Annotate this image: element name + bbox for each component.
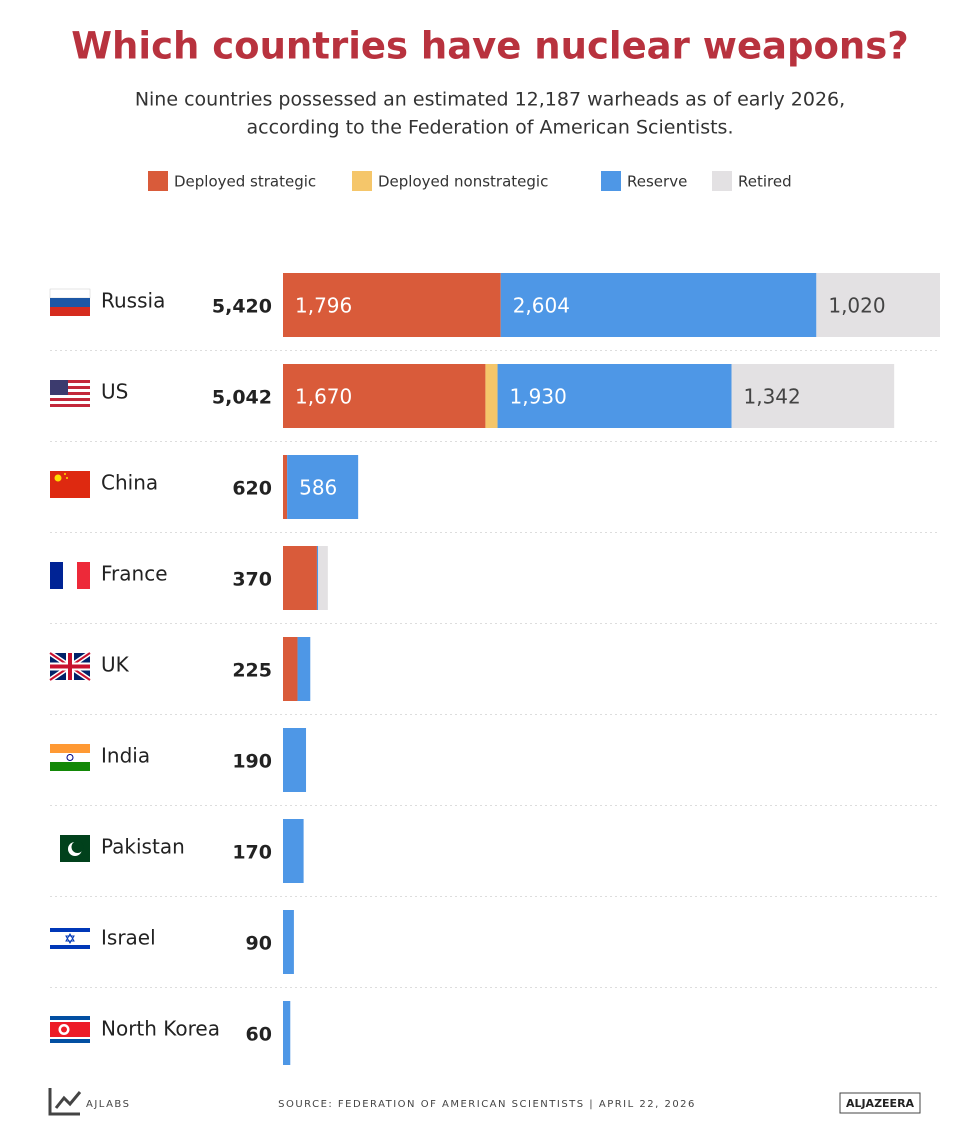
credit: AJLABS — [86, 1099, 130, 1110]
brand-box — [839, 1092, 921, 1114]
legend-label: Deployed nonstrategic — [378, 173, 548, 191]
value-label: 1,670 — [295, 385, 352, 409]
total-label: 90 — [246, 933, 272, 955]
source: SOURCE: FEDERATION OF AMERICAN SCIENTIST… — [278, 1099, 696, 1110]
brand: ALJAZEERA — [846, 1097, 915, 1110]
chart-title: Which countries have nuclear weapons? — [71, 25, 909, 68]
ajlabs-logo — [48, 1088, 82, 1116]
bar-segment — [816, 273, 940, 337]
bar-segment — [283, 273, 501, 337]
legend-swatch — [601, 171, 621, 191]
subtitle: according to the Federation of American … — [246, 117, 733, 139]
total-label: 5,420 — [212, 296, 272, 318]
bar-segment — [731, 364, 895, 428]
total-label: 620 — [232, 478, 272, 500]
legend-label: Deployed strategic — [174, 173, 316, 191]
bar-segment — [318, 546, 328, 610]
bar-segment — [287, 455, 359, 519]
legend-label: Retired — [738, 173, 792, 191]
legend-swatch — [148, 171, 168, 191]
bar-segment — [283, 728, 307, 792]
bar-segment — [283, 910, 294, 974]
flags — [48, 288, 92, 1043]
total-label: 170 — [232, 842, 272, 864]
bar-segment — [485, 364, 498, 428]
value-label: 1,796 — [295, 294, 352, 318]
country-name: North Korea — [101, 1017, 220, 1041]
legend-swatch — [712, 171, 732, 191]
country-name: Israel — [101, 926, 156, 950]
value-label: 1,930 — [510, 385, 567, 409]
bar-segment — [297, 637, 311, 701]
total-label: 370 — [232, 569, 272, 591]
bar-segment — [283, 819, 304, 883]
bar-segment — [500, 273, 817, 337]
country-name: India — [101, 744, 150, 768]
total-label: 225 — [232, 660, 272, 682]
legend-label: Reserve — [627, 173, 687, 191]
value-label: 1,342 — [744, 385, 801, 409]
country-name: Pakistan — [101, 835, 185, 859]
country-name: France — [101, 562, 168, 586]
bar-segment — [283, 546, 317, 610]
value-label: 586 — [299, 476, 337, 500]
total-label: 60 — [246, 1024, 272, 1046]
country-name: US — [101, 380, 128, 404]
bar-segment — [316, 546, 319, 610]
bar-segment — [283, 455, 288, 519]
bar-segment — [283, 637, 298, 701]
country-name: UK — [101, 653, 130, 677]
country-name: Russia — [101, 289, 165, 313]
bar-segment — [283, 364, 486, 428]
total-label: 5,042 — [212, 387, 272, 409]
bar-segment — [497, 364, 732, 428]
value-label: 1,020 — [828, 294, 885, 318]
country-name: China — [101, 471, 158, 495]
subtitle: Nine countries possessed an estimated 12… — [135, 89, 845, 111]
value-label: 2,604 — [513, 294, 570, 318]
legend-swatch — [352, 171, 372, 191]
bar-segment — [283, 1001, 291, 1065]
total-label: 190 — [232, 751, 272, 773]
